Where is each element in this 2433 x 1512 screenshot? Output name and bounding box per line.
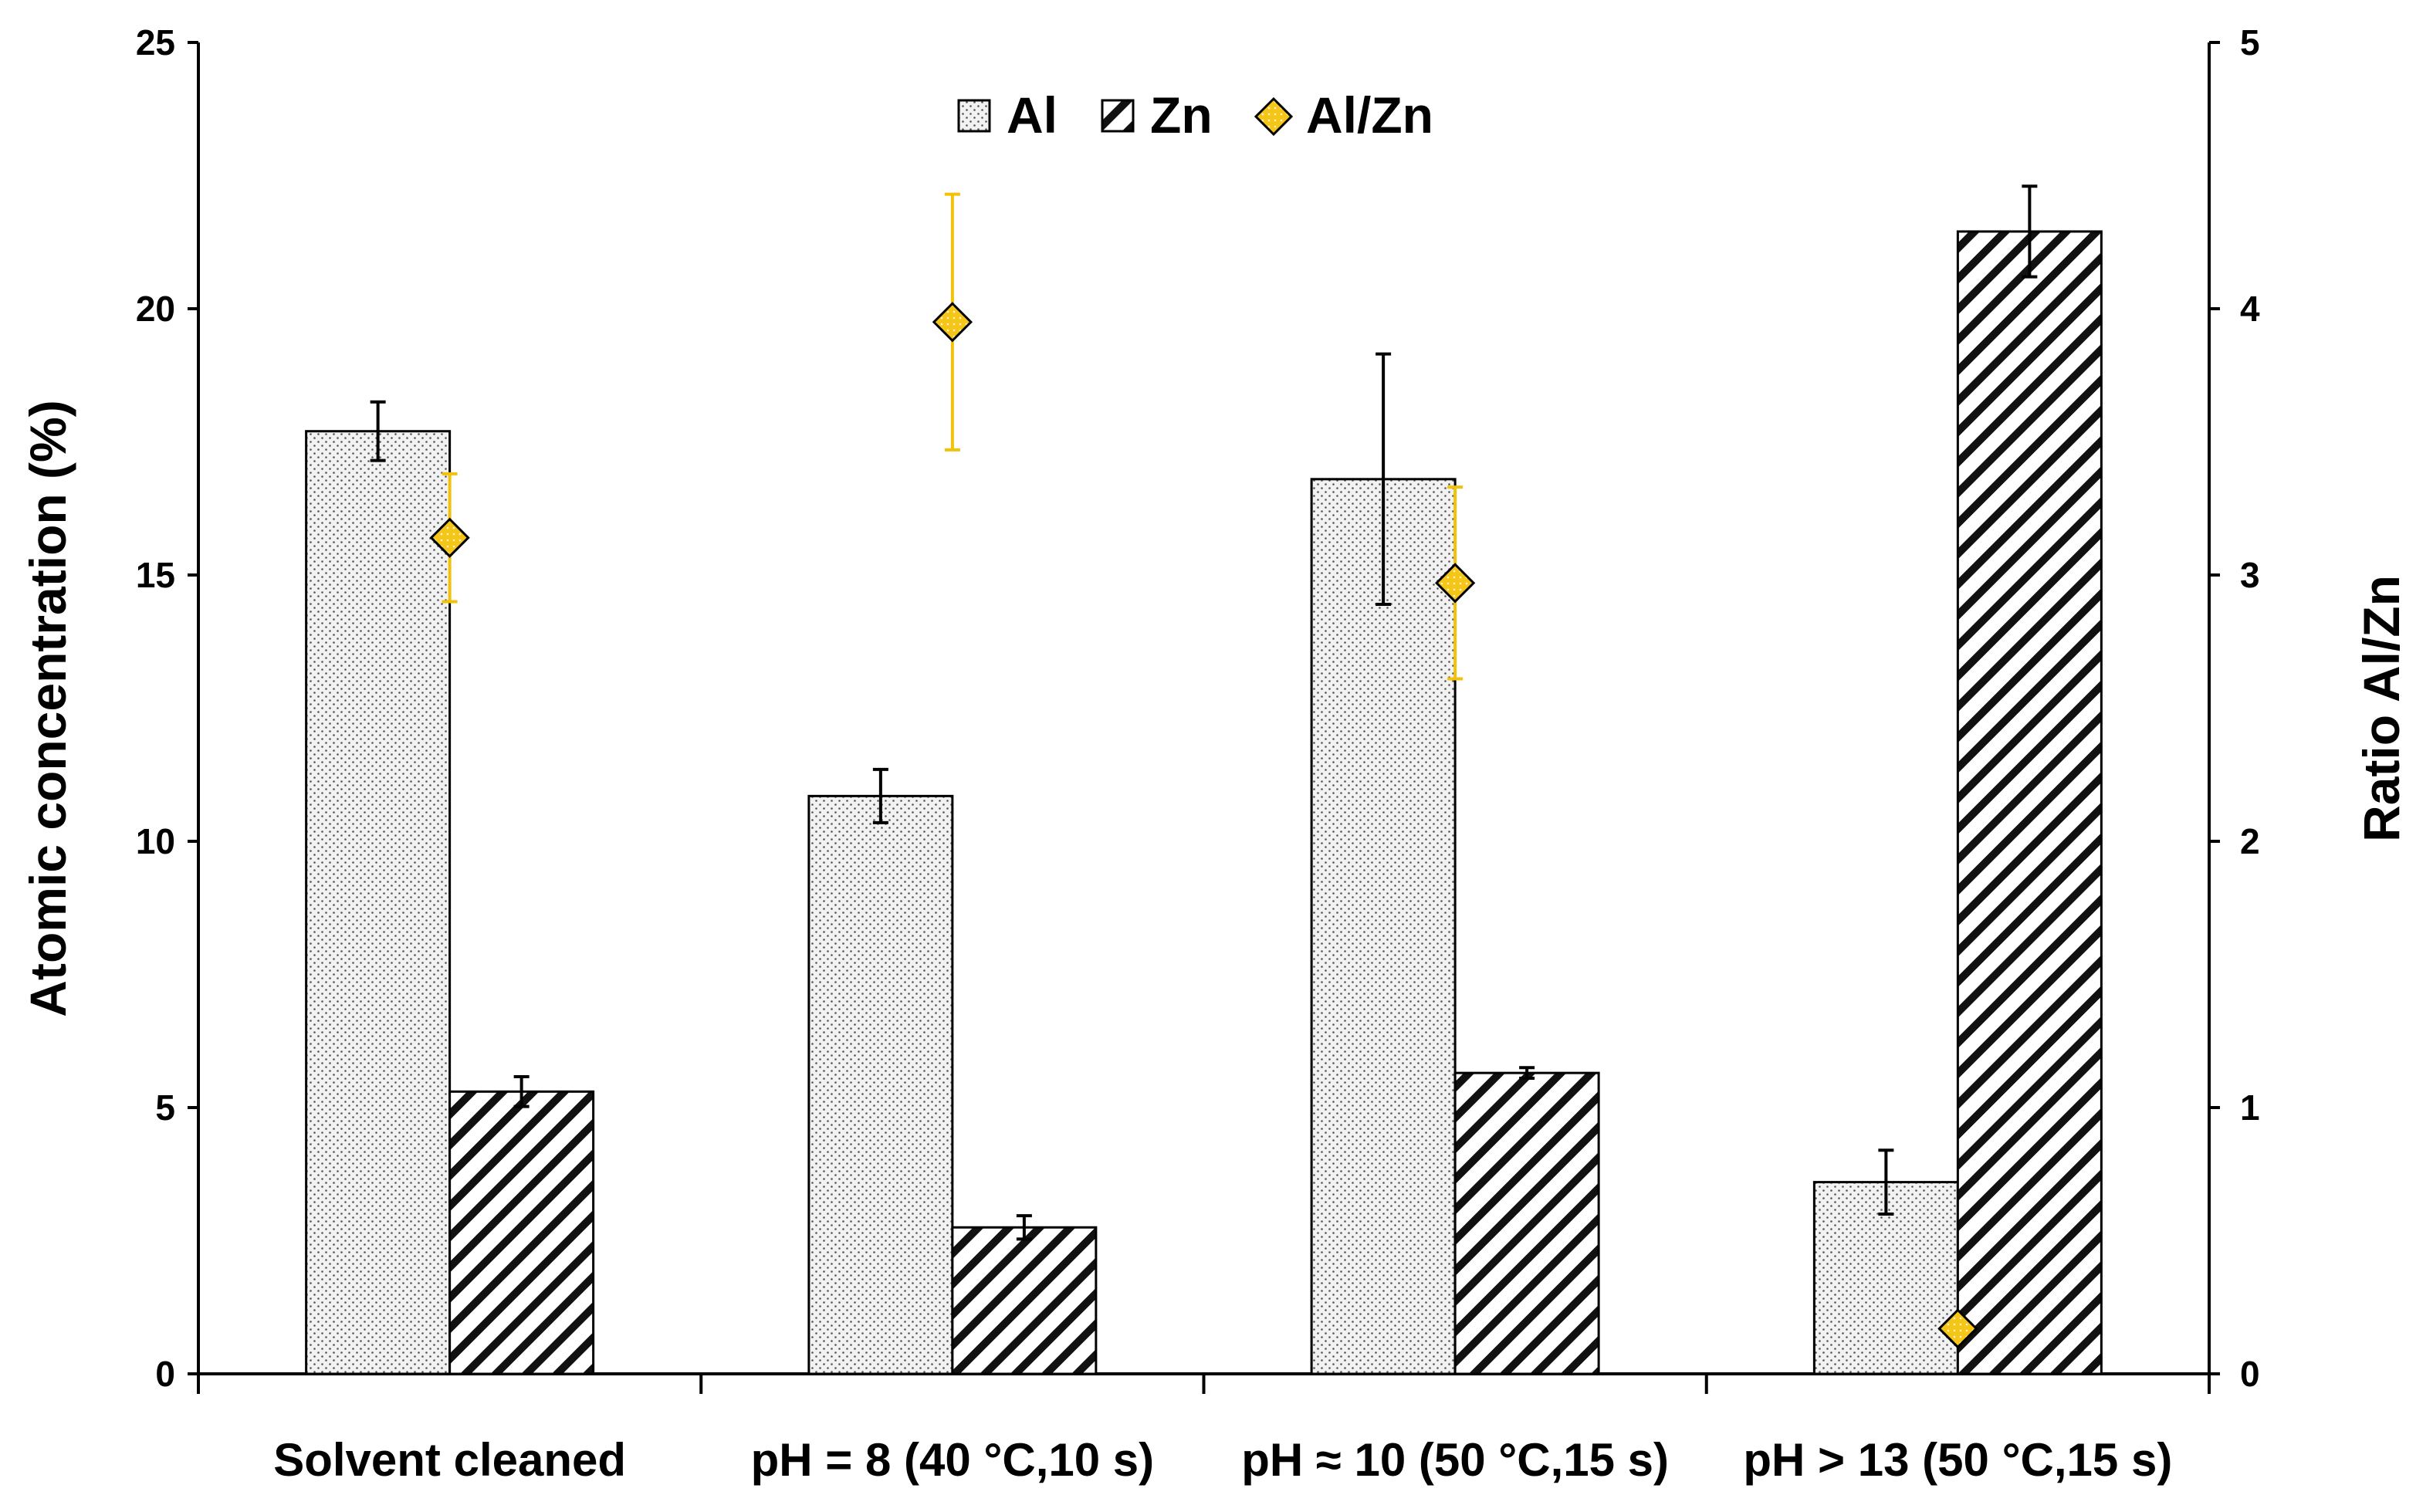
bar-al: [1310, 478, 1457, 1375]
y-tick-label: 10: [136, 821, 175, 861]
y2-tick-label: 3: [2240, 555, 2260, 595]
bar-al: [807, 794, 954, 1375]
legend: Al Zn Al/Zn: [957, 86, 1433, 144]
legend-al-label: Al: [1007, 86, 1057, 144]
bar-zn: [1956, 230, 2103, 1375]
y2-tick-label: 1: [2240, 1087, 2260, 1128]
legend-zn-label: Zn: [1150, 86, 1213, 144]
bar-zn: [1453, 1071, 1600, 1375]
y-tick-label: 5: [155, 1087, 175, 1128]
x-category-label: pH = 8 (40 °C,10 s): [751, 1434, 1155, 1486]
legend-zn-swatch: [1101, 99, 1135, 133]
bar-al: [305, 430, 452, 1375]
legend-ratio-label: Al/Zn: [1306, 86, 1433, 144]
y-tick-label: 20: [136, 289, 175, 329]
y2-tick-label: 0: [2240, 1354, 2260, 1394]
x-category-label: pH > 13 (50 °C,15 s): [1743, 1434, 2172, 1486]
legend-ratio-marker: [1254, 96, 1294, 137]
right-axis-ticks: 0 1 2 3 4 5: [2209, 22, 2260, 1394]
x-category-label: Solvent cleaned: [273, 1434, 626, 1486]
y2-tick-label: 2: [2240, 821, 2260, 861]
bar-zn: [448, 1090, 595, 1375]
y2-axis-title: Ratio Al/Zn: [2353, 575, 2410, 842]
series-ratio-markers: [429, 192, 1978, 1349]
x-axis-ticks: [197, 1374, 2211, 1394]
y2-tick-label: 5: [2240, 22, 2260, 63]
marker-al-zn-ratio: [932, 302, 973, 343]
y-tick-label: 15: [136, 555, 175, 595]
y-tick-label: 0: [155, 1354, 175, 1394]
marker-al-zn-ratio: [429, 517, 470, 558]
y-axis-title: Atomic concentration (%): [19, 400, 76, 1016]
category-labels: Solvent cleaned pH = 8 (40 °C,10 s) pH ≈ 1…: [273, 1434, 2172, 1486]
bar-zn: [951, 1226, 1098, 1375]
y2-tick-label: 4: [2240, 289, 2260, 329]
legend-al-swatch: [957, 99, 991, 133]
marker-al-zn-ratio: [1435, 563, 1476, 604]
left-axis-ticks: 0 5 10 15 20 25: [136, 22, 198, 1394]
series-zn-bars: [448, 230, 2103, 1375]
y-tick-label: 25: [136, 22, 175, 63]
bar-error-bars: [370, 184, 2038, 1241]
marker-al-zn-ratio: [1937, 1308, 1978, 1349]
series-al-bars: [305, 430, 1959, 1375]
x-category-label: pH ≈ 10 (50 °C,15 s): [1241, 1434, 1669, 1486]
